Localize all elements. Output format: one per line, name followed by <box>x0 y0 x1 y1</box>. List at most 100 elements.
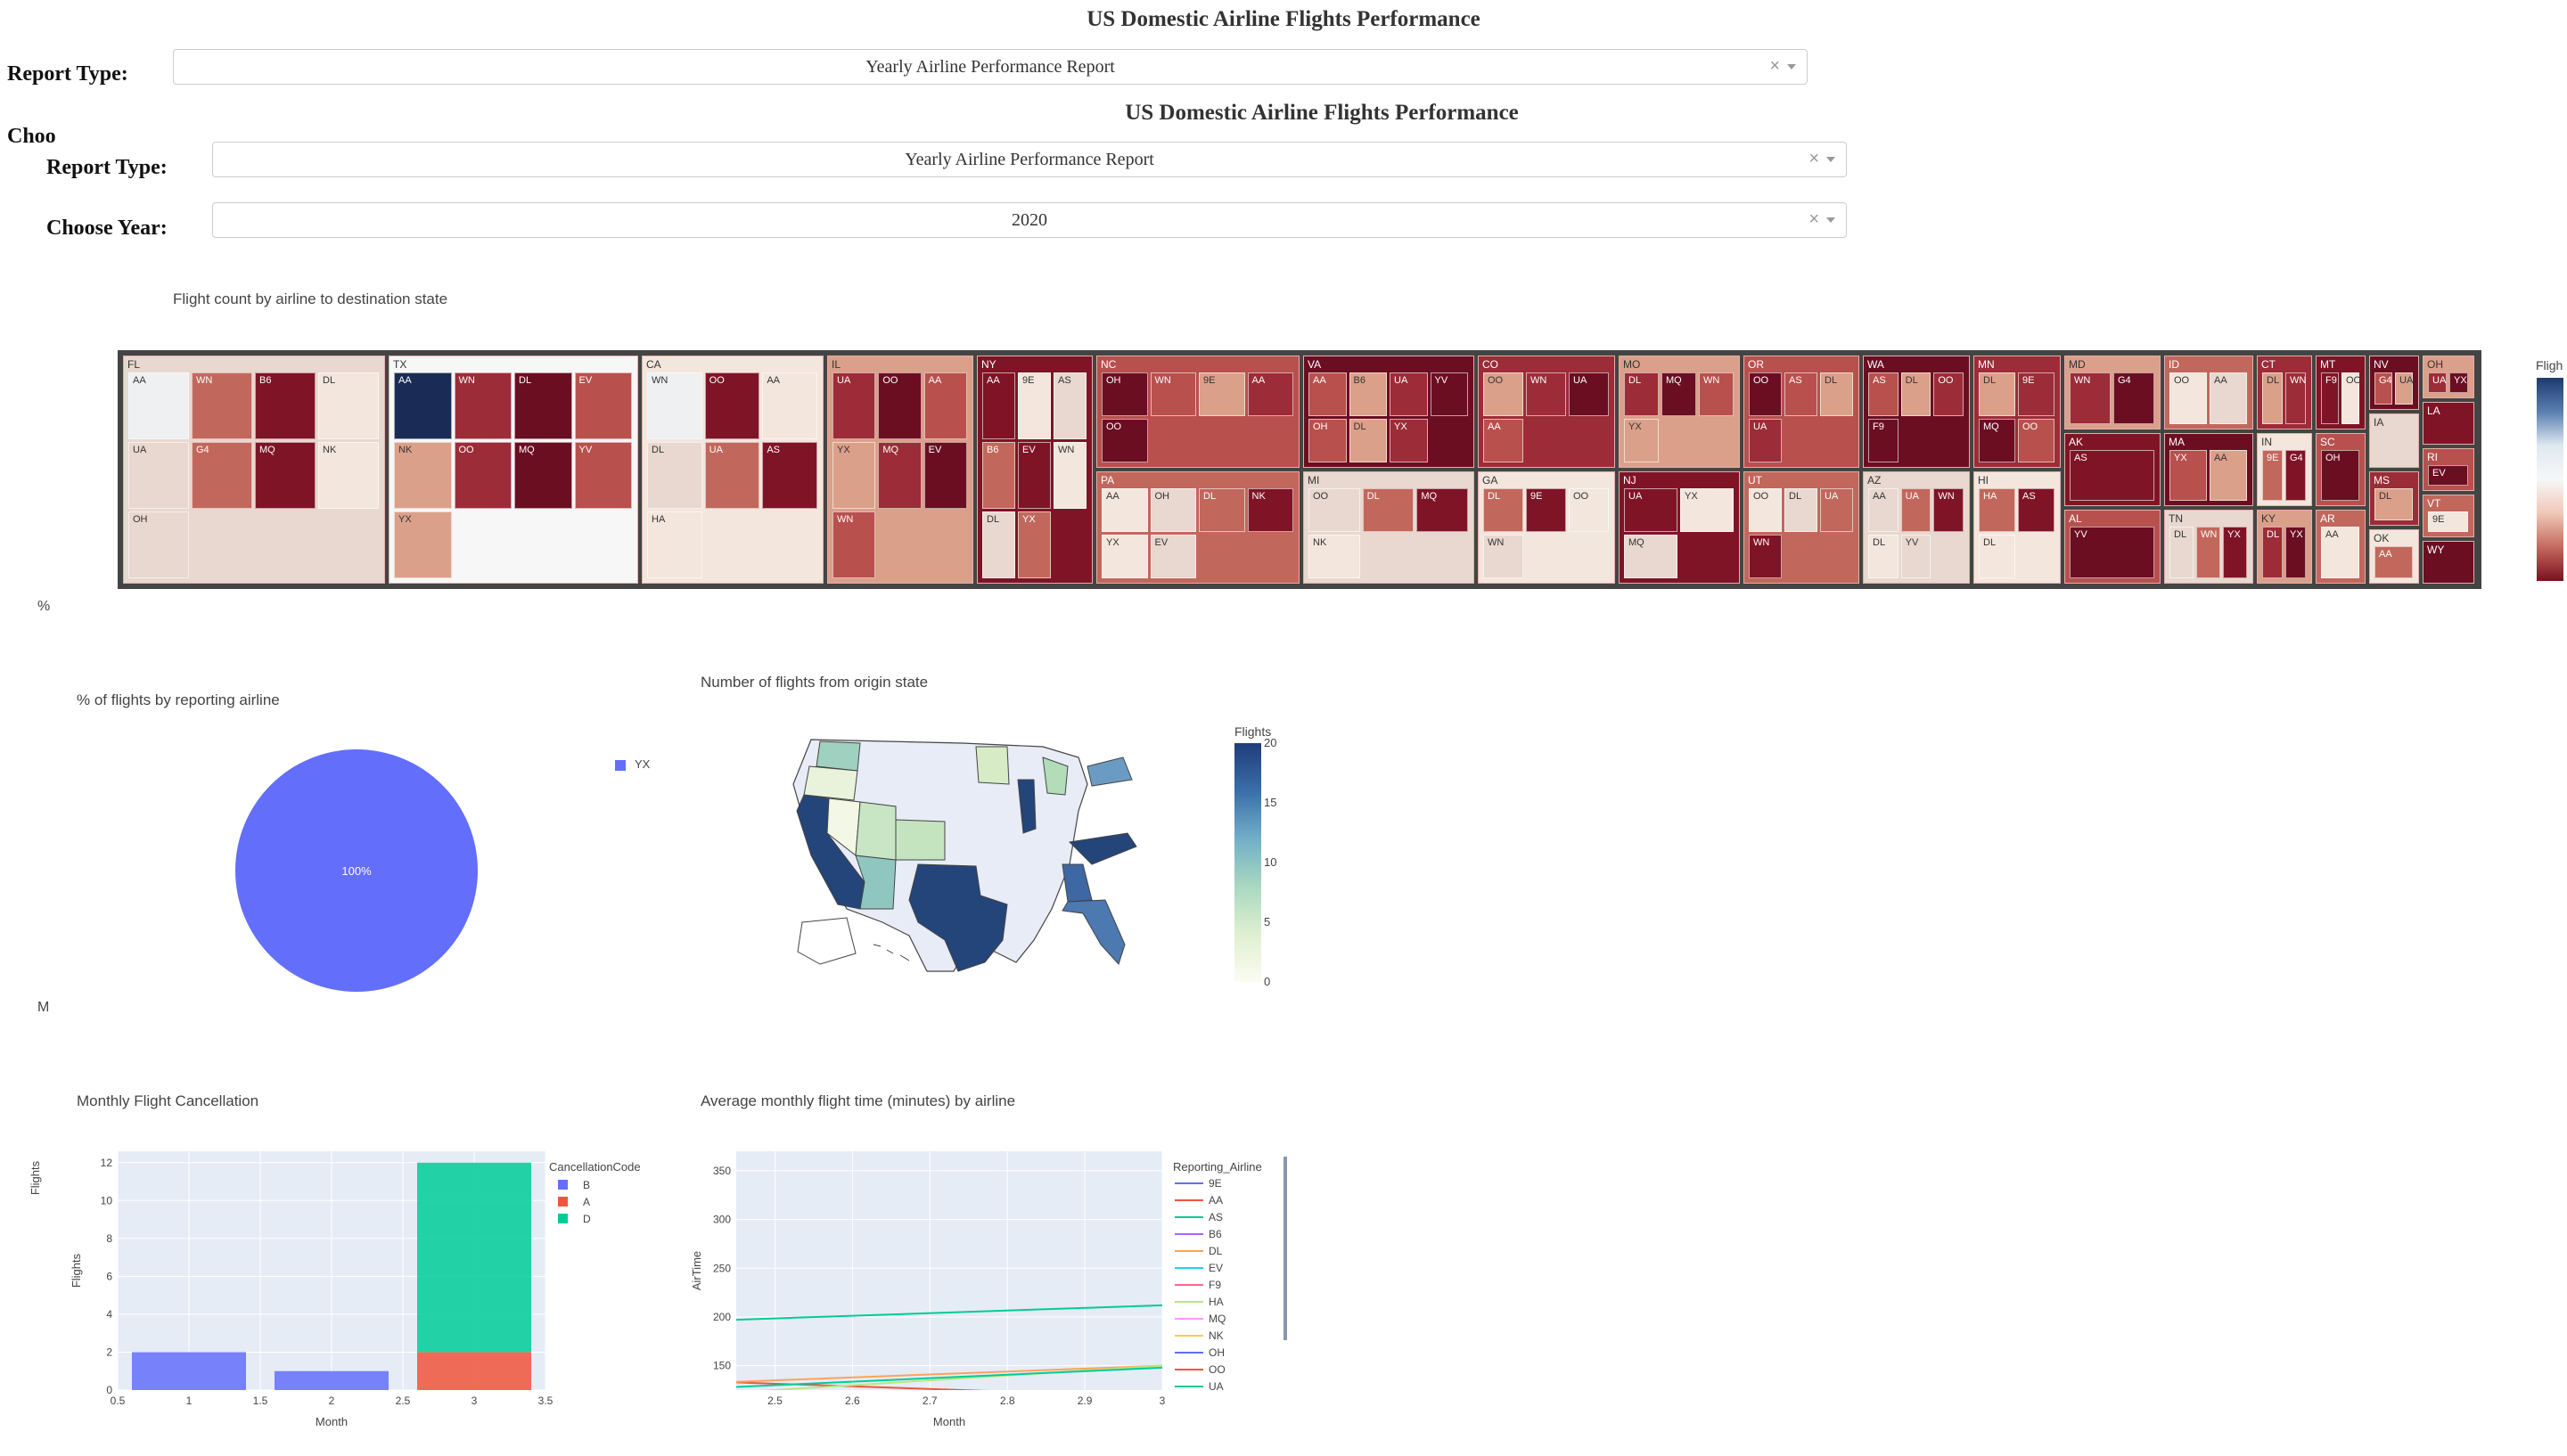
treemap-airline-box[interactable]: NK <box>1308 535 1360 578</box>
treemap-airline-box[interactable]: OO <box>1483 372 1523 416</box>
treemap-state-al[interactable]: AL YV <box>2064 510 2161 584</box>
treemap-airline-box[interactable]: WN <box>454 372 512 439</box>
treemap-airline-box[interactable]: YV <box>2070 527 2154 578</box>
treemap-airline-box[interactable]: AA <box>923 372 967 439</box>
treemap-airline-box[interactable]: DL <box>647 442 702 509</box>
treemap-airline-box[interactable]: UA <box>832 372 876 439</box>
treemap-airline-box[interactable]: WN <box>2196 527 2220 578</box>
treemap[interactable]: FL AA WN B6 DL UA G4 MQ NK OH TX AA WN DL EV NK OO MQ YV YX… <box>118 350 2481 589</box>
treemap-airline-box[interactable]: WN <box>2285 372 2306 424</box>
treemap-airline-box[interactable]: WN <box>1526 372 1566 416</box>
treemap-state-nj[interactable]: NJ UA YX MQ <box>1619 471 1740 584</box>
treemap-airline-box[interactable]: YV <box>1430 372 1468 416</box>
treemap-airline-box[interactable]: MQ <box>1416 488 1468 532</box>
treemap-airline-box[interactable]: WN <box>1054 442 1087 509</box>
treemap-state-ca[interactable]: CA WN OO AA DL UA AS HA <box>642 356 824 584</box>
treemap-airline-box[interactable]: WN <box>2070 372 2111 424</box>
treemap-airline-box[interactable]: 9E <box>1526 488 1566 532</box>
choose-year-dropdown[interactable]: 2020 × <box>212 202 1847 238</box>
treemap-airline-box[interactable]: MQ <box>1979 419 2015 462</box>
treemap-airline-box[interactable]: NK <box>394 442 452 509</box>
treemap-airline-box[interactable]: YX <box>832 442 876 509</box>
treemap-airline-box[interactable]: YX <box>394 511 452 578</box>
treemap-state-nc[interactable]: NC OH WN 9E AA OO <box>1096 356 1300 468</box>
chevron-down-icon[interactable] <box>1787 64 1796 70</box>
treemap-airline-box[interactable]: DL <box>1483 488 1523 532</box>
treemap-airline-box[interactable]: AA <box>762 372 817 439</box>
treemap-airline-box[interactable]: G4 <box>192 442 252 509</box>
treemap-airline-box[interactable]: DL <box>982 511 1015 578</box>
treemap-airline-box[interactable]: DL <box>318 372 379 439</box>
treemap-airline-box[interactable]: OH <box>128 511 189 578</box>
treemap-state-tx[interactable]: TX AA WN DL EV NK OO MQ YV YX <box>389 356 638 584</box>
treemap-airline-box[interactable]: G4 <box>2113 372 2154 424</box>
treemap-airline-box[interactable]: AA <box>982 372 1015 439</box>
treemap-airline-box[interactable]: OH <box>2321 449 2359 502</box>
treemap-airline-box[interactable]: WN <box>1699 372 1734 416</box>
us-map[interactable] <box>784 731 1177 989</box>
treemap-state-wy[interactable]: WY <box>2423 541 2474 584</box>
treemap-state-ar[interactable]: AR AA <box>2316 510 2366 584</box>
treemap-airline-box[interactable]: OH <box>1102 372 1148 416</box>
treemap-airline-box[interactable]: 9E <box>1018 372 1051 439</box>
inner-report-type-dropdown[interactable]: Yearly Airline Performance Report × <box>212 142 1847 177</box>
treemap-state-mt[interactable]: MT F9 OO <box>2316 356 2366 429</box>
treemap-airline-box[interactable]: UA <box>1624 488 1677 532</box>
treemap-airline-box[interactable]: OO <box>454 442 512 509</box>
treemap-airline-box[interactable]: OO <box>1569 488 1609 532</box>
treemap-state-ut[interactable]: UT OO DL UA WN <box>1743 471 1859 584</box>
treemap-airline-box[interactable]: UA <box>1569 372 1609 416</box>
treemap-airline-box[interactable]: DL <box>1784 488 1817 532</box>
treemap-airline-box[interactable]: OO <box>2018 419 2054 462</box>
clear-icon[interactable]: × <box>1808 149 1819 168</box>
treemap-airline-box[interactable]: 9E <box>2018 372 2054 416</box>
treemap-airline-box[interactable]: EV <box>2428 465 2468 486</box>
treemap-state-oh[interactable]: OH UA YX <box>2423 356 2474 398</box>
treemap-airline-box[interactable]: YX <box>1390 419 1428 462</box>
treemap-airline-box[interactable]: DL <box>1820 372 1853 416</box>
treemap-airline-box[interactable]: YX <box>1018 511 1051 578</box>
treemap-state-mi[interactable]: MI OO DL MQ NK <box>1303 471 1474 584</box>
bar-chart[interactable]: 0 2 4 6 8 10 12 0.5 1 1.5 2 2.5 3 3.5 Month Flights Flig… <box>18 1141 695 1435</box>
treemap-airline-box[interactable]: HA <box>647 511 702 578</box>
treemap-state-ak[interactable]: AK AS <box>2064 432 2161 507</box>
treemap-airline-box[interactable]: UA <box>128 442 189 509</box>
treemap-airline-box[interactable]: YX <box>2223 527 2247 578</box>
treemap-airline-box[interactable]: NK <box>318 442 379 509</box>
treemap-state-il[interactable]: IL UA OO AA YX MQ EV WN <box>827 356 973 584</box>
treemap-state-pa[interactable]: PA AA OH DL NK YX EV <box>1096 471 1300 584</box>
treemap-airline-box[interactable]: WN <box>192 372 252 439</box>
treemap-airline-box[interactable]: B6 <box>982 442 1015 509</box>
treemap-airline-box[interactable]: MQ <box>1624 535 1677 578</box>
treemap-airline-box[interactable]: UA <box>2428 372 2447 393</box>
treemap-airline-box[interactable]: YX <box>2169 449 2207 502</box>
treemap-airline-box[interactable]: DL <box>2262 372 2283 424</box>
treemap-state-ma[interactable]: MA YX AA <box>2164 432 2253 507</box>
treemap-state-ia[interactable]: IA <box>2369 413 2419 468</box>
treemap-airline-box[interactable]: YV <box>574 442 632 509</box>
treemap-airline-box[interactable]: UA <box>1390 372 1428 416</box>
treemap-state-az[interactable]: AZ AA UA WN DL YV <box>1863 471 1970 584</box>
treemap-airline-box[interactable]: 9E <box>1199 372 1245 416</box>
treemap-airline-box[interactable]: DL <box>1868 535 1899 578</box>
treemap-state-in[interactable]: IN 9E G4 <box>2257 432 2312 507</box>
treemap-state-ny[interactable]: NY AA 9E AS B6 EV WN DL YX <box>977 356 1093 584</box>
treemap-airline-box[interactable]: G4 <box>2285 449 2306 502</box>
treemap-airline-box[interactable]: WN <box>832 511 876 578</box>
treemap-state-la[interactable]: LA <box>2423 402 2474 445</box>
treemap-airline-box[interactable]: AS <box>1784 372 1817 416</box>
treemap-airline-box[interactable]: DL <box>1979 535 2015 578</box>
treemap-airline-box[interactable]: MQ <box>255 442 316 509</box>
treemap-airline-box[interactable]: DL <box>1979 372 2015 416</box>
treemap-state-ct[interactable]: CT DL WN <box>2257 356 2312 429</box>
treemap-airline-box[interactable]: YX <box>1680 488 1734 532</box>
treemap-state-mn[interactable]: MN DL 9E MQ OO <box>1973 356 2061 468</box>
treemap-state-tn[interactable]: TN DL WN YX <box>2164 510 2253 584</box>
treemap-state-co[interactable]: CO OO WN UA AA <box>1478 356 1615 468</box>
treemap-state-hi[interactable]: HI HA AS DL <box>1973 471 2061 584</box>
treemap-airline-box[interactable]: WN <box>1933 488 1964 532</box>
treemap-airline-box[interactable]: MQ <box>514 442 572 509</box>
treemap-airline-box[interactable]: DL <box>1900 372 1931 416</box>
treemap-airline-box[interactable]: HA <box>1979 488 2015 532</box>
treemap-airline-box[interactable]: WN <box>1150 372 1196 416</box>
